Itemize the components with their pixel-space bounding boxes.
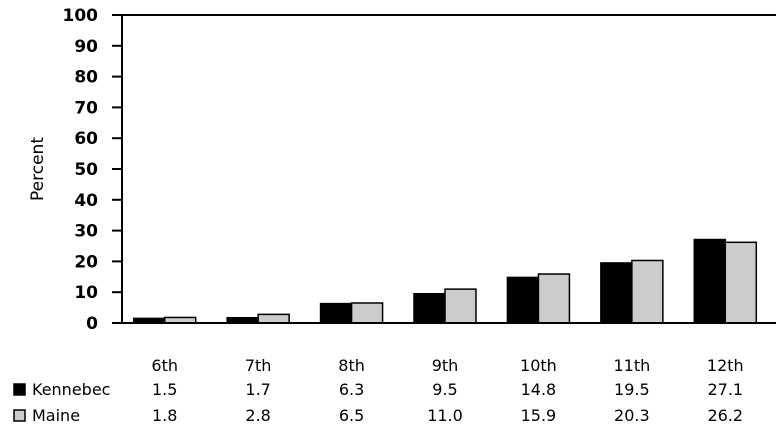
legend-swatch-kennebec (13, 383, 26, 396)
bar-maine-12th (724, 241, 758, 324)
data-label-kennebec: 1.7 (245, 380, 270, 399)
y-tick-label: 30 (74, 222, 98, 242)
legend-label-kennebec: Kennebec (32, 380, 110, 399)
y-tick-label: 80 (74, 68, 98, 88)
category-label: 11th (613, 356, 650, 375)
legend-swatch-maine (13, 409, 26, 422)
legend-label-maine: Maine (32, 406, 80, 425)
data-label-kennebec: 9.5 (432, 380, 457, 399)
data-label-maine: 26.2 (707, 406, 743, 425)
data-label-maine: 20.3 (614, 406, 650, 425)
bar-kennebec-9th (413, 292, 446, 324)
y-tick-label: 40 (74, 191, 98, 211)
y-tick-label: 20 (74, 252, 98, 272)
bars (132, 238, 758, 324)
y-tick-label: 10 (74, 283, 98, 303)
category-label: 12th (707, 356, 744, 375)
y-tick-label: 90 (74, 37, 98, 57)
data-label-maine: 2.8 (245, 406, 270, 425)
bar-maine-10th (537, 273, 571, 324)
bar-maine-11th (631, 259, 664, 324)
data-label-kennebec: 27.1 (707, 380, 743, 399)
bar-kennebec-8th (319, 302, 353, 324)
data-label-kennebec: 6.3 (339, 380, 364, 399)
y-tick-label: 60 (74, 129, 98, 149)
bar-maine-9th (444, 288, 477, 324)
y-tick-label: 100 (63, 6, 99, 26)
bar-kennebec-12th (693, 238, 727, 324)
bar-maine-8th (350, 302, 384, 324)
data-label-maine: 15.9 (521, 406, 557, 425)
axes (121, 14, 776, 324)
category-label: 7th (245, 356, 272, 375)
bar-maine-7th (257, 313, 290, 324)
data-label-maine: 11.0 (427, 406, 463, 425)
y-tick-label: 70 (74, 98, 98, 118)
category-label: 6th (151, 356, 178, 375)
y-tick-label: 0 (86, 314, 98, 334)
bar-kennebec-11th (600, 262, 633, 324)
y-axis-label: Percent (28, 137, 48, 201)
data-label-kennebec: 1.5 (152, 380, 177, 399)
data-label-maine: 1.8 (152, 406, 177, 425)
data-label-kennebec: 14.8 (521, 380, 557, 399)
category-label: 8th (338, 356, 365, 375)
category-label: 10th (520, 356, 557, 375)
data-label-kennebec: 19.5 (614, 380, 650, 399)
data-table: 6th 7th 8th 9th 10th 11th 12th Kennebec 1.5 1.7 6.… (13, 356, 744, 425)
bar-kennebec-10th (506, 276, 540, 324)
y-axis-ticks: 0 10 20 30 40 50 60 70 80 90 100 (63, 6, 122, 334)
category-label: 9th (432, 356, 459, 375)
data-label-maine: 6.5 (339, 406, 364, 425)
y-tick-label: 50 (74, 160, 98, 180)
